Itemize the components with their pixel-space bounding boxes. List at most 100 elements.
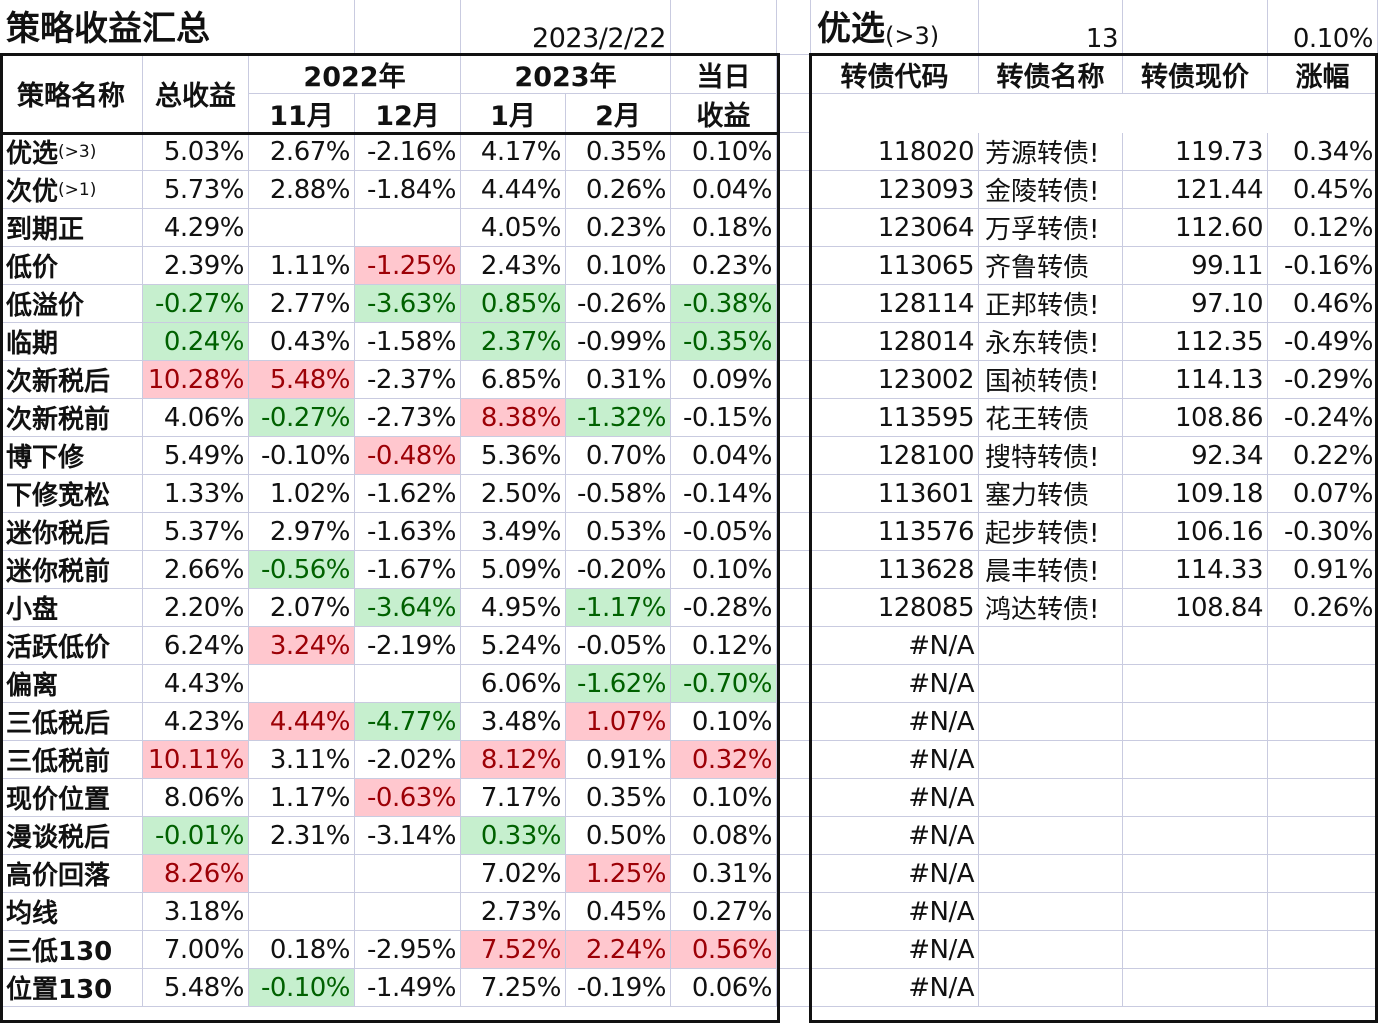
bond-code[interactable]: #N/A (811, 817, 979, 855)
bond-code[interactable]: #N/A (811, 665, 979, 703)
return-jan[interactable]: 8.38% (461, 399, 566, 437)
return-day[interactable]: 0.04% (671, 437, 777, 475)
return-jan[interactable]: 4.95% (461, 589, 566, 627)
return-total[interactable]: 2.66% (143, 551, 249, 589)
bond-name[interactable] (979, 817, 1123, 855)
return-dec[interactable]: -2.95% (355, 931, 461, 969)
return-day[interactable]: -0.15% (671, 399, 777, 437)
strategy-name[interactable]: 优选 (>3) (0, 133, 143, 171)
return-total[interactable]: 6.24% (143, 627, 249, 665)
return-dec[interactable]: -1.49% (355, 969, 461, 1007)
empty-cell[interactable] (777, 171, 811, 209)
return-total[interactable]: 1.33% (143, 475, 249, 513)
bond-name[interactable]: 正邦转债! (979, 285, 1123, 323)
selection-count[interactable]: 13 (979, 0, 1123, 55)
bond-price[interactable] (1123, 665, 1268, 703)
header-bond-change[interactable]: 涨幅 (1268, 55, 1378, 94)
bond-code[interactable]: #N/A (811, 893, 979, 931)
empty-cell[interactable] (777, 817, 811, 855)
return-total[interactable]: 10.28% (143, 361, 249, 399)
return-feb[interactable]: -0.20% (566, 551, 671, 589)
return-day[interactable]: 0.06% (671, 969, 777, 1007)
return-total[interactable]: 0.24% (143, 323, 249, 361)
empty-cell[interactable] (777, 361, 811, 399)
return-jan[interactable]: 7.52% (461, 931, 566, 969)
bond-price[interactable] (1123, 969, 1268, 1007)
empty-cell[interactable] (777, 0, 811, 55)
strategy-name[interactable]: 漫谈税后 (0, 817, 143, 855)
return-nov[interactable]: 4.44% (249, 703, 355, 741)
bond-price[interactable] (1123, 893, 1268, 931)
return-nov[interactable]: 2.67% (249, 133, 355, 171)
return-day[interactable]: 0.12% (671, 627, 777, 665)
bond-name[interactable] (979, 779, 1123, 817)
bond-price[interactable] (1123, 817, 1268, 855)
strategy-name[interactable]: 次优 (>1) (0, 171, 143, 209)
return-feb[interactable]: 0.45% (566, 893, 671, 931)
header-bond-price[interactable]: 转债现价 (1123, 55, 1268, 94)
bond-price[interactable]: 108.84 (1123, 589, 1268, 627)
return-feb[interactable]: -1.17% (566, 589, 671, 627)
return-feb[interactable]: 0.26% (566, 171, 671, 209)
header-bond-name[interactable]: 转债名称 (979, 55, 1123, 94)
bond-price[interactable]: 99.11 (1123, 247, 1268, 285)
strategy-name[interactable]: 到期正 (0, 209, 143, 247)
return-day[interactable]: 0.32% (671, 741, 777, 779)
empty-cell[interactable] (777, 247, 811, 285)
empty-cell[interactable] (1123, 0, 1268, 55)
return-nov[interactable]: -0.10% (249, 969, 355, 1007)
bond-name[interactable]: 塞力转债 (979, 475, 1123, 513)
header-daily-2[interactable]: 收益 (671, 94, 777, 133)
bond-change[interactable] (1268, 741, 1378, 779)
empty-cell[interactable] (777, 627, 811, 665)
strategy-name[interactable]: 低溢价 (0, 285, 143, 323)
empty-cell[interactable] (777, 437, 811, 475)
return-nov[interactable] (249, 209, 355, 247)
header-dec[interactable]: 12月 (355, 94, 461, 133)
return-dec[interactable]: -1.62% (355, 475, 461, 513)
return-total[interactable]: 5.37% (143, 513, 249, 551)
return-feb[interactable]: -0.26% (566, 285, 671, 323)
empty-cell[interactable] (777, 893, 811, 931)
bond-code[interactable]: #N/A (811, 969, 979, 1007)
empty-cell[interactable] (777, 779, 811, 817)
strategy-name[interactable]: 三低税后 (0, 703, 143, 741)
return-day[interactable]: 0.09% (671, 361, 777, 399)
return-jan[interactable]: 5.36% (461, 437, 566, 475)
empty-cell[interactable] (777, 55, 811, 94)
return-day[interactable]: 0.27% (671, 893, 777, 931)
header-total-return[interactable]: 总收益 (143, 55, 249, 133)
return-day[interactable]: -0.14% (671, 475, 777, 513)
return-nov[interactable]: 1.11% (249, 247, 355, 285)
return-total[interactable]: 5.49% (143, 437, 249, 475)
bond-change[interactable] (1268, 969, 1378, 1007)
return-day[interactable]: 0.04% (671, 171, 777, 209)
header-year-2023[interactable]: 2023年 (461, 55, 671, 94)
empty-cell[interactable] (777, 589, 811, 627)
header-bond-code[interactable]: 转债代码 (811, 55, 979, 94)
return-feb[interactable]: 0.91% (566, 741, 671, 779)
return-jan[interactable]: 7.17% (461, 779, 566, 817)
bond-code[interactable]: 113576 (811, 513, 979, 551)
bond-code[interactable]: #N/A (811, 741, 979, 779)
bond-change[interactable]: 0.46% (1268, 285, 1378, 323)
return-nov[interactable]: -0.56% (249, 551, 355, 589)
bond-name[interactable]: 国祯转债! (979, 361, 1123, 399)
strategy-name[interactable]: 次新税前 (0, 399, 143, 437)
return-nov[interactable] (249, 665, 355, 703)
strategy-name[interactable]: 活跃低价 (0, 627, 143, 665)
return-total[interactable]: -0.01% (143, 817, 249, 855)
return-nov[interactable]: 5.48% (249, 361, 355, 399)
bond-code[interactable]: 118020 (811, 133, 979, 171)
return-feb[interactable]: -1.32% (566, 399, 671, 437)
return-jan[interactable]: 0.33% (461, 817, 566, 855)
return-jan[interactable]: 2.50% (461, 475, 566, 513)
bond-code[interactable]: 113065 (811, 247, 979, 285)
return-feb[interactable]: 0.10% (566, 247, 671, 285)
return-nov[interactable]: 2.31% (249, 817, 355, 855)
empty-cell[interactable] (777, 475, 811, 513)
return-feb[interactable]: 0.35% (566, 133, 671, 171)
empty-cell[interactable] (777, 665, 811, 703)
selection-avg-change[interactable]: 0.10% (1268, 0, 1378, 55)
bond-name[interactable]: 齐鲁转债 (979, 247, 1123, 285)
